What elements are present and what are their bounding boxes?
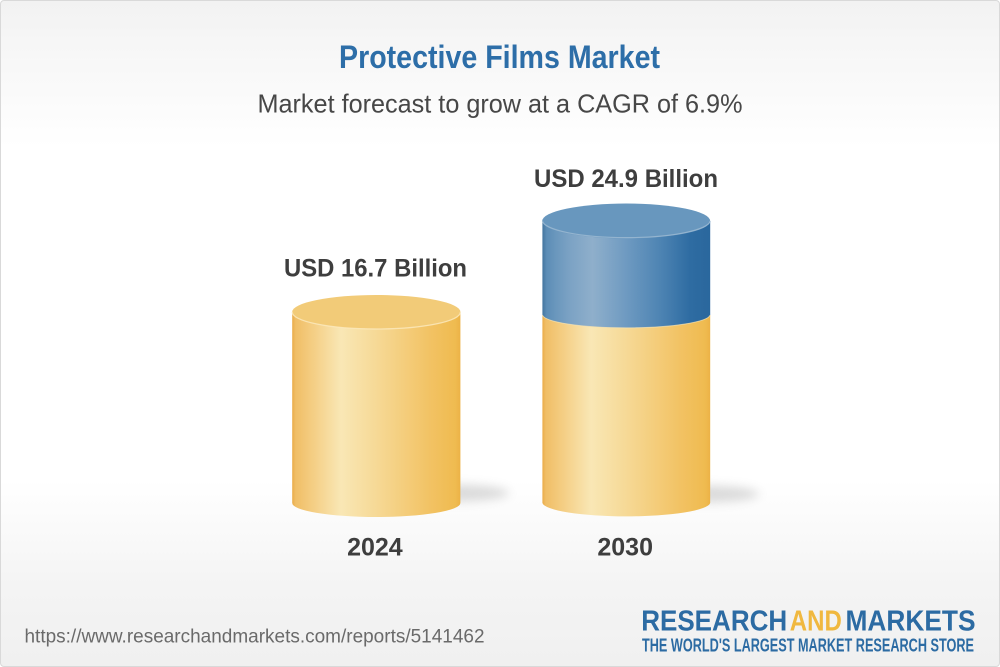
svg-text:USD 24.9 Billion: USD 24.9 Billion xyxy=(534,165,718,193)
svg-text:Market forecast to grow at a C: Market forecast to grow at a CAGR of 6.9… xyxy=(258,89,743,119)
svg-text:RESEARCH: RESEARCH xyxy=(641,606,787,638)
svg-text:2024: 2024 xyxy=(347,533,403,561)
svg-text:USD 16.7 Billion: USD 16.7 Billion xyxy=(284,255,467,283)
svg-text:2030: 2030 xyxy=(597,533,653,561)
svg-text:Protective Films Market: Protective Films Market xyxy=(339,39,660,75)
svg-text:https://www.researchandmarkets: https://www.researchandmarkets.com/repor… xyxy=(25,626,485,648)
svg-text:AND: AND xyxy=(790,606,842,638)
svg-text:THE WORLD'S LARGEST MARKET RES: THE WORLD'S LARGEST MARKET RESEARCH STOR… xyxy=(642,635,974,655)
svg-text:MARKETS: MARKETS xyxy=(846,606,976,638)
